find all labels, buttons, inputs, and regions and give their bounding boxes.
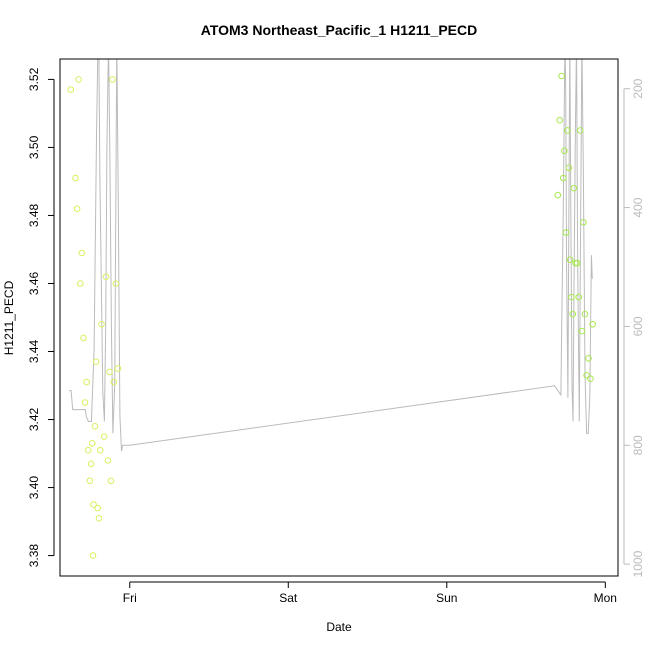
data-point	[72, 174, 79, 182]
y-tick-label: 3.42	[27, 407, 41, 431]
data-point	[559, 174, 567, 182]
data-point	[566, 256, 574, 264]
data-point	[562, 229, 570, 236]
data-point	[78, 249, 86, 257]
data-point	[575, 293, 583, 301]
x-tick-label: Mon	[594, 591, 617, 605]
data-point	[106, 368, 113, 376]
y-tick-label: 3.44	[27, 339, 41, 363]
data-point	[573, 259, 581, 267]
y2-tick-label: 1000	[631, 550, 645, 577]
x-tick-label: Sun	[436, 591, 457, 605]
data-point	[109, 76, 116, 83]
data-point	[98, 321, 105, 328]
y-tick-label: 3.46	[27, 271, 41, 295]
data-point	[568, 293, 575, 301]
data-point	[90, 501, 97, 508]
x-axis-label: Date	[326, 620, 352, 634]
x-tick-label: Fri	[123, 591, 137, 605]
data-point	[569, 310, 577, 318]
y2-tick-label: 600	[631, 316, 645, 336]
y-tick-label: 3.50	[27, 135, 41, 159]
data-point	[100, 433, 108, 440]
data-point	[580, 219, 587, 226]
data-point	[81, 399, 89, 406]
data-point	[564, 127, 571, 134]
x-tick-label: Sat	[279, 591, 298, 605]
data-point	[107, 477, 115, 485]
data-point	[110, 378, 118, 386]
data-point	[91, 423, 99, 430]
data-point	[578, 327, 586, 335]
data-point	[94, 504, 101, 512]
plot-frame	[59, 58, 619, 577]
data-point	[112, 280, 120, 287]
data-point	[73, 205, 81, 212]
x-axis: Fri Sat Sun Mon	[123, 581, 617, 605]
data-point	[89, 552, 97, 559]
data-point	[75, 76, 82, 83]
y-axis-left: 3.38 3.40 3.42 3.44 3.46 3.48 3.50 3.52	[27, 67, 55, 568]
data-point	[104, 457, 112, 464]
data-point	[556, 116, 564, 124]
data-point	[589, 321, 596, 328]
data-point	[561, 147, 568, 155]
data-point	[583, 372, 590, 379]
altitude-line-layer	[69, 59, 593, 452]
data-point	[95, 514, 103, 522]
data-point	[84, 446, 92, 454]
data-point	[97, 446, 104, 454]
y-tick-label: 3.48	[27, 203, 41, 227]
y-tick-label: 3.40	[27, 476, 41, 500]
y-tick-label: 3.38	[27, 544, 41, 568]
data-point	[577, 127, 584, 134]
data-point	[92, 358, 100, 366]
data-point	[587, 375, 594, 383]
data-point	[80, 334, 87, 342]
points-layer	[67, 72, 596, 559]
chart-title: ATOM3 Northeast_Pacific_1 H1211_PECD	[201, 22, 478, 38]
data-point	[89, 440, 96, 447]
y2-tick-label: 200	[631, 78, 645, 98]
data-point	[77, 280, 84, 287]
data-point	[570, 184, 578, 192]
y-tick-label: 3.52	[27, 67, 41, 91]
y2-tick-label: 800	[631, 435, 645, 455]
data-point	[102, 273, 110, 281]
altitude-line	[69, 59, 593, 452]
y2-tick-label: 400	[631, 197, 645, 217]
data-point	[67, 86, 75, 93]
data-point	[581, 310, 589, 318]
data-point	[87, 460, 95, 468]
data-point	[86, 477, 94, 485]
data-point	[585, 355, 592, 362]
data-point	[554, 191, 562, 199]
data-point	[565, 164, 573, 172]
data-point	[558, 72, 565, 80]
y-axis-label: H1211_PECD	[2, 280, 16, 355]
data-point	[114, 365, 122, 372]
y-axis-right: 200 400 600 800 1000	[623, 78, 645, 577]
data-point	[83, 378, 90, 386]
